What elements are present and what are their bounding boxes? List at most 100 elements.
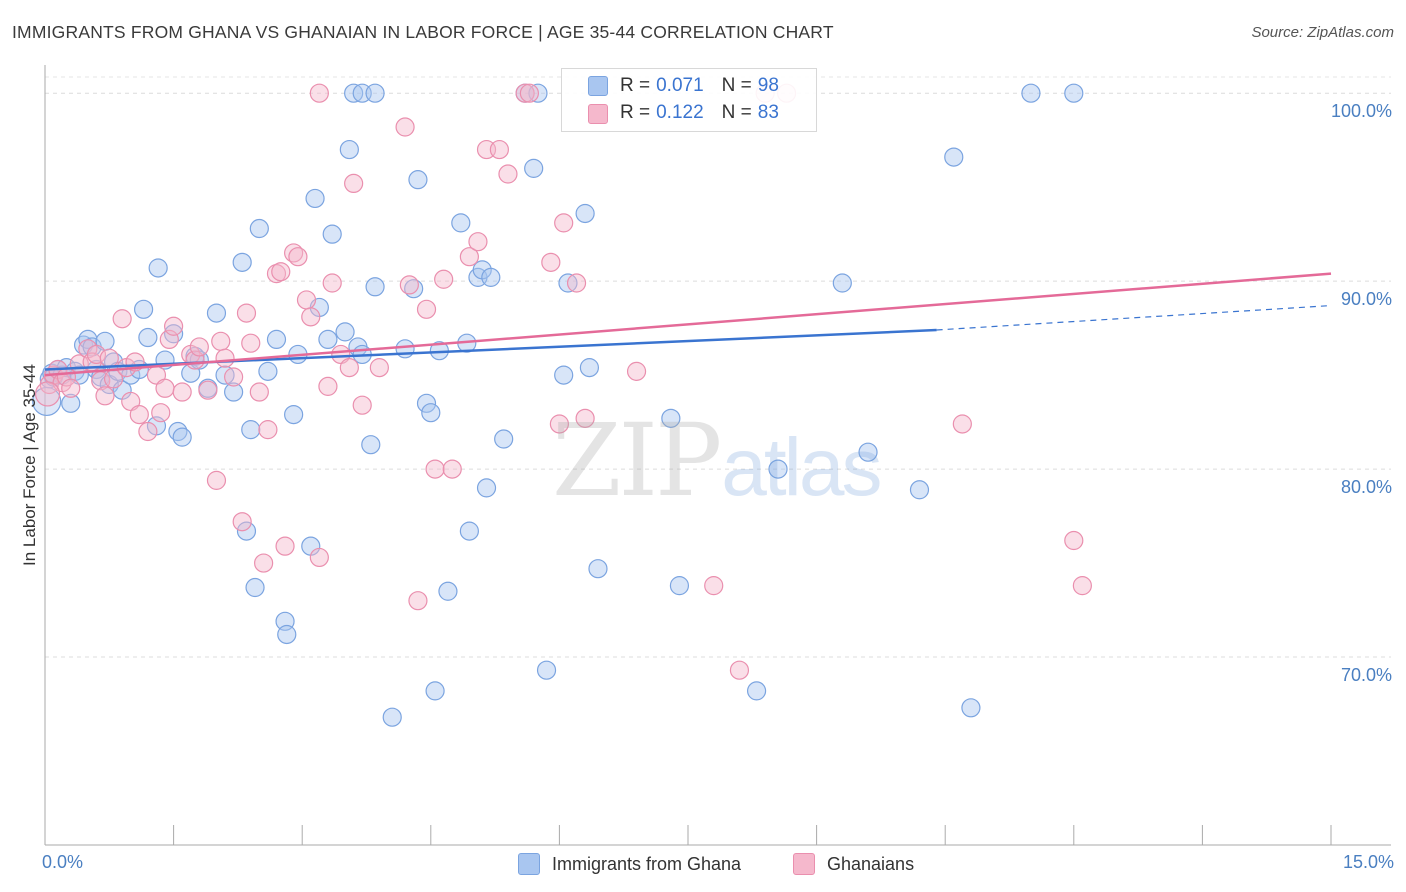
- data-point: [588, 559, 608, 579]
- data-point: [434, 269, 454, 289]
- r-label: R =: [620, 102, 651, 123]
- legend-swatch-blue: [518, 853, 540, 875]
- data-point: [309, 547, 329, 568]
- data-point: [961, 698, 981, 718]
- data-point: [318, 329, 338, 350]
- data-point: [95, 386, 115, 406]
- data-point: [236, 521, 257, 541]
- stats-legend: R = 0.071 N = 98 R = 0.122 N = 83: [561, 68, 817, 132]
- data-point: [241, 420, 261, 440]
- data-point: [361, 435, 381, 455]
- data-point: [1072, 576, 1092, 596]
- data-point: [451, 213, 471, 233]
- legend-swatch-pink: [588, 104, 608, 124]
- data-point: [519, 83, 539, 103]
- data-point: [438, 581, 458, 601]
- y-axis-label: In Labor Force | Age 35-44: [20, 364, 39, 566]
- y-tick-label: 90.0%: [1340, 289, 1392, 310]
- data-point: [408, 591, 428, 611]
- r-value: 0.071: [656, 75, 704, 96]
- watermark-atlas: atlas: [721, 422, 882, 513]
- watermark-zip: ZIP: [552, 402, 722, 519]
- data-point: [554, 213, 574, 233]
- data-point: [61, 393, 81, 413]
- data-point: [524, 158, 544, 178]
- y-tick-label: 80.0%: [1340, 477, 1392, 498]
- x-tick-label-max: 15.0%: [1342, 852, 1394, 872]
- data-point: [318, 376, 338, 396]
- data-point: [832, 273, 852, 293]
- data-point: [395, 117, 415, 137]
- data-point: [489, 139, 509, 160]
- data-point: [335, 322, 355, 342]
- data-point: [198, 380, 218, 400]
- data-point: [416, 393, 437, 413]
- data-point: [232, 252, 252, 272]
- data-point: [425, 681, 445, 701]
- data-point: [549, 414, 570, 434]
- data-point: [138, 421, 158, 442]
- data-point: [365, 277, 385, 297]
- data-point: [399, 275, 419, 295]
- data-point: [566, 273, 587, 293]
- data-point: [1021, 83, 1041, 103]
- data-point: [944, 147, 964, 167]
- legend-item-ghanaians[interactable]: Ghanaians: [793, 853, 914, 875]
- data-point: [155, 378, 175, 398]
- data-point: [254, 553, 274, 573]
- data-point: [498, 164, 518, 184]
- data-point: [408, 170, 428, 190]
- data-point: [309, 83, 329, 103]
- data-point: [206, 303, 227, 323]
- data-point: [339, 358, 359, 378]
- data-point: [133, 299, 154, 319]
- data-point: [746, 681, 767, 701]
- data-point: [245, 577, 265, 598]
- data-point: [768, 459, 788, 479]
- data-point: [579, 358, 600, 378]
- data-point: [395, 339, 415, 359]
- data-point: [301, 307, 321, 327]
- r-label: R =: [620, 75, 651, 96]
- data-point: [339, 139, 359, 160]
- data-point: [172, 427, 192, 447]
- data-point: [271, 262, 291, 282]
- data-point: [952, 414, 972, 434]
- data-point: [365, 83, 385, 103]
- data-point: [266, 329, 287, 350]
- legend-item-ghana-immigrants[interactable]: Immigrants from Ghana: [518, 853, 741, 875]
- trend-lines: [44, 272, 1332, 377]
- data-point: [241, 333, 261, 353]
- data-point: [575, 203, 595, 224]
- y-tick-label: 70.0%: [1340, 665, 1392, 686]
- data-point: [189, 337, 209, 357]
- data-point: [536, 660, 557, 680]
- data-point: [442, 459, 462, 479]
- data-point: [258, 361, 278, 381]
- legend-label: Ghanaians: [827, 853, 915, 874]
- data-point: [515, 83, 535, 103]
- data-point: [1064, 530, 1084, 551]
- data-point: [288, 247, 308, 267]
- data-point: [1064, 83, 1084, 103]
- trend-line-ghanaians: [44, 272, 1332, 377]
- data-point: [32, 386, 62, 417]
- data-point: [112, 309, 132, 329]
- data-point: [704, 576, 724, 596]
- data-point: [249, 218, 269, 239]
- data-point: [164, 316, 184, 336]
- data-point: [729, 660, 750, 680]
- data-point: [61, 378, 81, 398]
- data-point: [554, 365, 574, 385]
- data-point: [211, 331, 231, 351]
- data-point: [909, 480, 930, 500]
- legend-swatch-blue: [588, 76, 608, 96]
- data-point: [172, 382, 192, 402]
- data-point: [34, 381, 61, 407]
- data-point: [275, 536, 295, 556]
- data-point: [148, 258, 168, 278]
- data-point: [232, 512, 252, 532]
- gridlines: [45, 76, 1391, 658]
- n-label: N =: [721, 75, 752, 96]
- data-point: [352, 395, 372, 415]
